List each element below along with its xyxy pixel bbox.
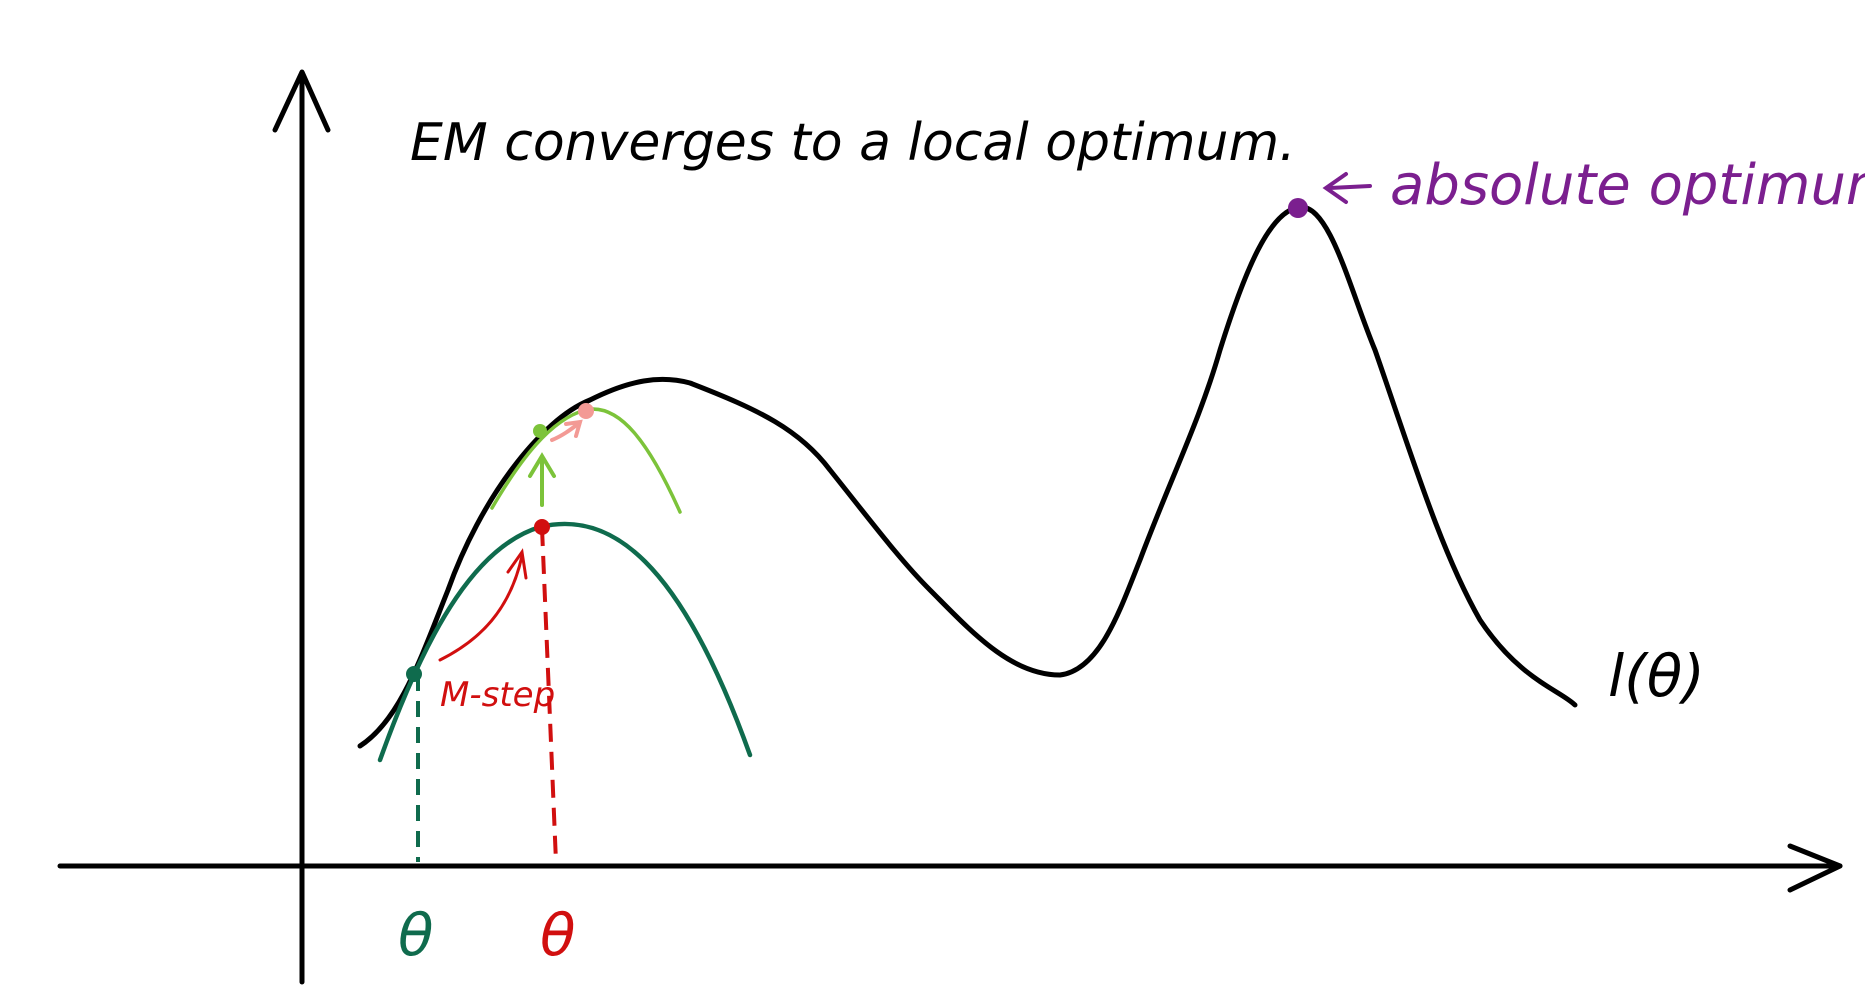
arrowhead-right-icon — [1787, 843, 1843, 893]
lifted-point — [533, 424, 547, 438]
theta-1-label: θ — [540, 901, 576, 969]
curve-label: l(θ) — [1608, 642, 1705, 710]
axes — [57, 69, 1843, 985]
theta-0-label: θ — [398, 901, 434, 969]
m-step-point — [534, 519, 550, 535]
diagram-title: EM converges to a local optimum. — [410, 113, 1296, 173]
arrowhead-up-icon — [272, 69, 331, 133]
m-step-label: M-step — [440, 675, 555, 715]
absolute-optimum-label: absolute optimum — [1390, 153, 1865, 218]
arrow-left-icon — [1322, 172, 1372, 204]
lower-bound-curve-initial — [377, 521, 753, 763]
next-point — [578, 403, 594, 419]
arrow-up-icon — [528, 452, 556, 507]
curved-arrow-icon — [438, 548, 528, 662]
absolute-optimum-point — [1288, 198, 1308, 218]
theta-0-point — [406, 666, 422, 682]
arrow-up-right-icon — [550, 419, 583, 442]
log-likelihood-curve — [357, 204, 1578, 749]
